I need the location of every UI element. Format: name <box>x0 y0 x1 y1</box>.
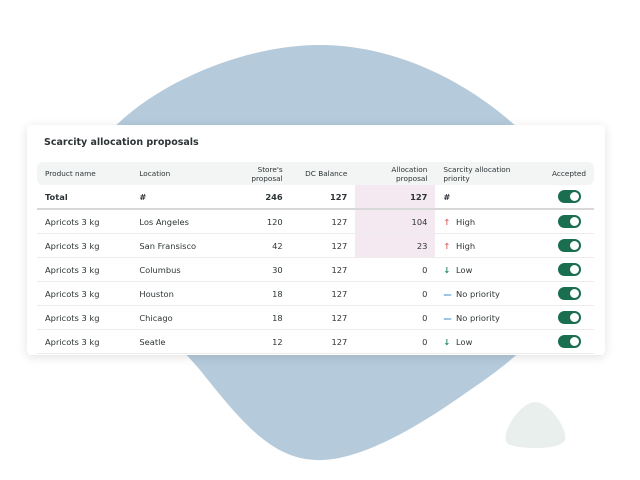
location: Seatle <box>131 329 217 354</box>
dc-balance: 127 <box>290 281 356 306</box>
col-accepted[interactable]: Accepted <box>544 162 594 185</box>
col-location[interactable]: Location <box>131 162 217 185</box>
table-row: Apricots 3 kg Chicago 18 127 0 — No prio… <box>37 305 594 330</box>
store-proposal: 18 <box>216 305 291 330</box>
location: Los Angeles <box>131 209 217 234</box>
store-proposal: 30 <box>216 257 291 282</box>
col-store-proposal[interactable]: Store's proposal <box>216 162 291 185</box>
allocation-proposal[interactable]: 0 <box>355 305 436 330</box>
dc-balance: 127 <box>290 329 356 354</box>
total-label: Total <box>37 185 132 210</box>
dash-icon: — <box>443 288 452 299</box>
location: Houston <box>131 281 217 306</box>
product-name: Apricots 3 kg <box>37 257 132 282</box>
priority-cell[interactable]: ↑ High <box>435 209 544 234</box>
col-product[interactable]: Product name <box>37 162 132 185</box>
table-row: Apricots 3 kg San Fransisco 42 127 23 ↑ … <box>37 233 594 258</box>
allocation-proposal[interactable]: 0 <box>355 257 436 282</box>
table-row: Apricots 3 kg Houston 18 127 0 — No prio… <box>37 281 594 306</box>
table-row: Apricots 3 kg Los Angeles 120 127 104 ↑ … <box>37 209 594 234</box>
product-name: Apricots 3 kg <box>37 305 132 330</box>
arrow-down-icon: ↓ <box>443 336 451 347</box>
allocation-table: Product name Location Store's proposal D… <box>37 162 594 354</box>
accepted-toggle[interactable] <box>557 215 581 228</box>
priority-cell[interactable]: — No priority <box>435 281 544 306</box>
total-row: Total # 246 127 127 # <box>37 185 594 210</box>
arrow-up-icon: ↑ <box>443 240 451 251</box>
col-allocation-proposal[interactable]: Allocation proposal <box>355 162 436 185</box>
priority-label: No priority <box>456 288 500 299</box>
total-alloc: 127 <box>355 185 436 210</box>
arrow-up-icon: ↑ <box>443 216 451 227</box>
product-name: Apricots 3 kg <box>37 209 132 234</box>
dc-balance: 127 <box>290 233 356 258</box>
store-proposal: 120 <box>216 209 291 234</box>
total-store: 246 <box>216 185 291 210</box>
store-proposal: 42 <box>216 233 291 258</box>
priority-label: No priority <box>456 312 500 323</box>
accepted-toggle[interactable] <box>557 287 581 300</box>
dash-icon: — <box>443 312 452 323</box>
store-proposal: 18 <box>216 281 291 306</box>
store-proposal: 12 <box>216 329 291 354</box>
allocation-proposal[interactable]: 104 <box>355 209 436 234</box>
location: Chicago <box>131 305 217 330</box>
allocation-card: Scarcity allocation proposals Product na… <box>27 125 605 355</box>
dc-balance: 127 <box>290 305 356 330</box>
col-priority[interactable]: Scarcity allocation priority <box>435 162 544 185</box>
location: San Fransisco <box>131 233 217 258</box>
priority-cell[interactable]: ↓ Low <box>435 257 544 282</box>
table-row: Apricots 3 kg Seatle 12 127 0 ↓ Low <box>37 329 594 354</box>
allocation-proposal[interactable]: 0 <box>355 281 436 306</box>
product-name: Apricots 3 kg <box>37 233 132 258</box>
total-priority: # <box>435 185 544 210</box>
dc-balance: 127 <box>290 257 356 282</box>
card-title: Scarcity allocation proposals <box>44 137 199 148</box>
priority-label: High <box>456 240 476 251</box>
location: Columbus <box>131 257 217 282</box>
product-name: Apricots 3 kg <box>37 329 132 354</box>
accepted-toggle[interactable] <box>557 239 581 252</box>
product-name: Apricots 3 kg <box>37 281 132 306</box>
total-dc: 127 <box>290 185 356 210</box>
accepted-toggle[interactable] <box>557 263 581 276</box>
priority-cell[interactable]: — No priority <box>435 305 544 330</box>
priority-label: Low <box>456 336 473 347</box>
table-header: Product name Location Store's proposal D… <box>37 162 594 185</box>
priority-cell[interactable]: ↑ High <box>435 233 544 258</box>
accepted-toggle[interactable] <box>557 190 581 203</box>
total-location: # <box>131 185 217 210</box>
priority-label: Low <box>456 264 473 275</box>
priority-cell[interactable]: ↓ Low <box>435 329 544 354</box>
dc-balance: 127 <box>290 209 356 234</box>
accepted-toggle[interactable] <box>557 335 581 348</box>
accepted-toggle[interactable] <box>557 311 581 324</box>
allocation-proposal[interactable]: 23 <box>355 233 436 258</box>
small-blob <box>505 402 566 449</box>
col-dc-balance[interactable]: DC Balance <box>290 162 356 185</box>
allocation-proposal[interactable]: 0 <box>355 329 436 354</box>
table-row: Apricots 3 kg Columbus 30 127 0 ↓ Low <box>37 257 594 282</box>
arrow-down-icon: ↓ <box>443 264 451 275</box>
priority-label: High <box>456 216 476 227</box>
